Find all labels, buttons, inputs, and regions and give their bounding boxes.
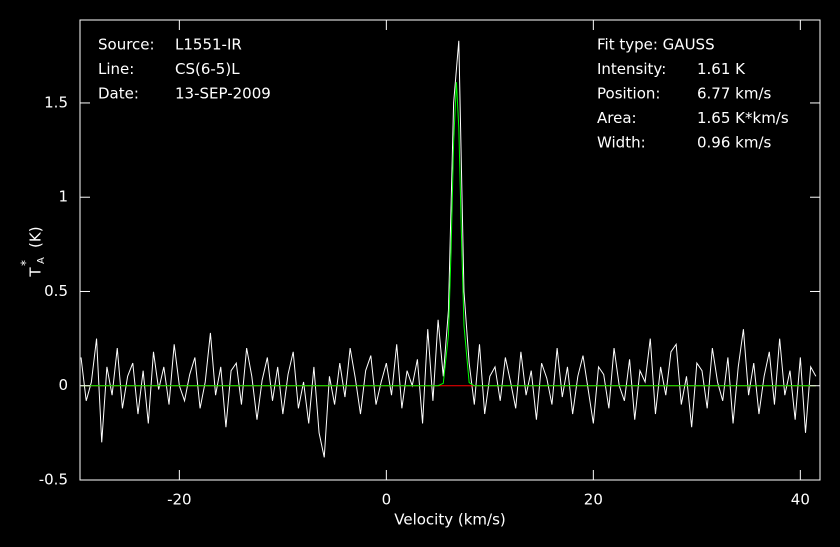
- info-label: Source:: [98, 36, 155, 54]
- series-line: [81, 82, 816, 387]
- x-tick-label: -20: [167, 491, 192, 509]
- fit-value: 6.77 km/s: [697, 85, 772, 103]
- x-tick-label: 0: [382, 491, 392, 509]
- x-tick-label: 40: [791, 491, 810, 509]
- fit-label: Intensity:: [597, 60, 666, 78]
- x-tick-label: 20: [584, 491, 603, 509]
- y-label-unit: (K): [27, 226, 45, 248]
- y-tick-label: 1.5: [44, 93, 68, 111]
- fit-value: 0.96 km/s: [697, 134, 772, 152]
- info-label: Line:: [98, 60, 134, 78]
- info-label: Date:: [98, 85, 139, 103]
- fit-value: 1.65 K*km/s: [697, 109, 789, 127]
- y-tick-label: 1: [58, 188, 68, 206]
- info-value: 13-SEP-2009: [175, 85, 271, 103]
- y-tick-label: 0.5: [44, 282, 68, 300]
- y-tick-label: -0.5: [39, 471, 68, 489]
- x-axis-label: Velocity (km/s): [394, 511, 505, 529]
- y-tick-label: 0: [58, 376, 68, 394]
- fit-label: Position:: [597, 85, 660, 103]
- fit-label: Width:: [597, 134, 646, 152]
- y-label-sup: *: [19, 260, 33, 266]
- info-value: L1551-IR: [175, 36, 242, 54]
- fit-label: Fit type: GAUSS: [597, 36, 715, 54]
- y-axis-label: T A * (K): [19, 226, 48, 277]
- y-label-sub: A: [36, 257, 47, 264]
- series-line: [80, 40, 817, 458]
- plot-frame: [79, 19, 821, 481]
- y-label-main: T: [27, 267, 45, 278]
- info-value: CS(6-5)L: [175, 60, 240, 78]
- fit-value: 1.61 K: [697, 60, 746, 78]
- fit-label: Area:: [597, 109, 637, 127]
